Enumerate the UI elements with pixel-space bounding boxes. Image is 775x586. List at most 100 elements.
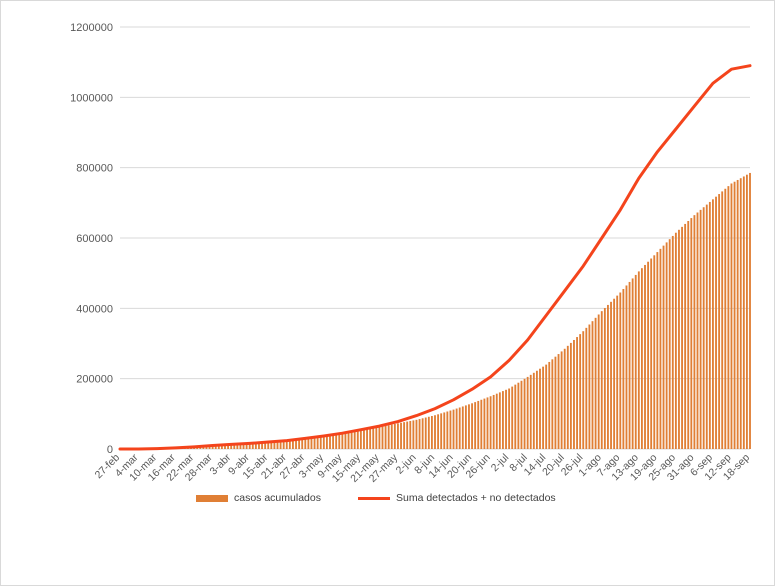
bar [279, 440, 282, 449]
bar [585, 327, 588, 449]
bar [245, 443, 248, 449]
bar [742, 176, 745, 450]
bar [727, 186, 730, 450]
bar [730, 183, 733, 449]
bar [363, 429, 365, 449]
bar [715, 196, 717, 449]
bar [693, 215, 696, 449]
bar [607, 304, 609, 449]
bar [647, 261, 650, 449]
bar [535, 370, 538, 449]
bar [332, 435, 335, 449]
bar [415, 419, 418, 449]
bar [520, 380, 523, 449]
bar [446, 411, 449, 449]
x-axis-tick-labels: 27-feb4-mar10-mar16-mar22-mar28-mar3-abr… [93, 451, 753, 485]
legend-label-casos: casos acumulados [234, 492, 321, 504]
legend: casos acumulados Suma detectados + no de… [0, 492, 775, 508]
bar [295, 439, 297, 449]
bar [276, 440, 279, 449]
bar [678, 229, 680, 449]
bar [381, 426, 384, 449]
bar [665, 242, 668, 449]
bar [359, 430, 362, 449]
bar [421, 418, 424, 449]
bar [430, 416, 433, 449]
legend-label-suma: Suma detectados + no detectados [396, 492, 556, 504]
bar [557, 354, 560, 449]
bar [400, 422, 402, 449]
bar [285, 440, 288, 449]
bar [301, 438, 304, 449]
line-series-suma [118, 64, 752, 451]
bar [316, 437, 319, 449]
x-tick-label: 2-jul [489, 452, 512, 475]
bar [591, 321, 594, 449]
bar [613, 298, 616, 449]
bar [384, 425, 387, 449]
bar [230, 444, 233, 449]
bar [217, 445, 220, 449]
bar [208, 445, 211, 449]
bar [437, 414, 440, 449]
bar [298, 439, 301, 449]
bar [254, 442, 257, 449]
y-tick-label: 800000 [76, 163, 113, 175]
bar [458, 407, 461, 449]
bar [344, 433, 347, 449]
bar [659, 248, 662, 449]
bar [668, 239, 671, 449]
bar [468, 404, 470, 449]
bar [508, 388, 511, 449]
bar [498, 392, 501, 449]
bar [576, 337, 578, 449]
bar [492, 394, 495, 449]
bar [736, 179, 739, 449]
bar [573, 339, 575, 449]
y-tick-label: 400000 [76, 303, 113, 315]
bar [662, 245, 665, 449]
bar [477, 400, 480, 449]
bar [634, 274, 637, 449]
bar [628, 281, 631, 449]
bar [424, 417, 427, 449]
bar [440, 413, 443, 449]
bar [749, 172, 751, 450]
bar [523, 378, 526, 449]
bar [631, 278, 634, 449]
bar [554, 356, 557, 449]
bar [733, 181, 736, 449]
bar [335, 434, 338, 449]
bar [434, 415, 436, 449]
bar [532, 372, 535, 449]
bar [406, 421, 409, 449]
bar-series-casos-acumulados [140, 172, 751, 450]
bar [369, 428, 372, 449]
bar [681, 226, 683, 449]
bar [292, 439, 294, 449]
bar [319, 436, 322, 449]
bar [233, 443, 236, 449]
bar [505, 389, 507, 449]
bar [378, 427, 381, 449]
bar [708, 201, 711, 449]
bar [514, 384, 517, 449]
bar [356, 430, 359, 449]
bar [397, 423, 399, 449]
bar [341, 433, 344, 449]
bar [418, 419, 421, 449]
bar [739, 178, 742, 449]
y-tick-label: 1200000 [70, 22, 113, 34]
bar [307, 438, 310, 449]
bar [236, 443, 239, 449]
bar [650, 258, 653, 449]
bar [699, 209, 702, 449]
bar [545, 364, 548, 449]
bar [205, 445, 208, 449]
bar [264, 441, 267, 449]
bar [724, 188, 727, 449]
bar [409, 420, 412, 449]
bar [637, 271, 640, 449]
bar [548, 361, 551, 449]
